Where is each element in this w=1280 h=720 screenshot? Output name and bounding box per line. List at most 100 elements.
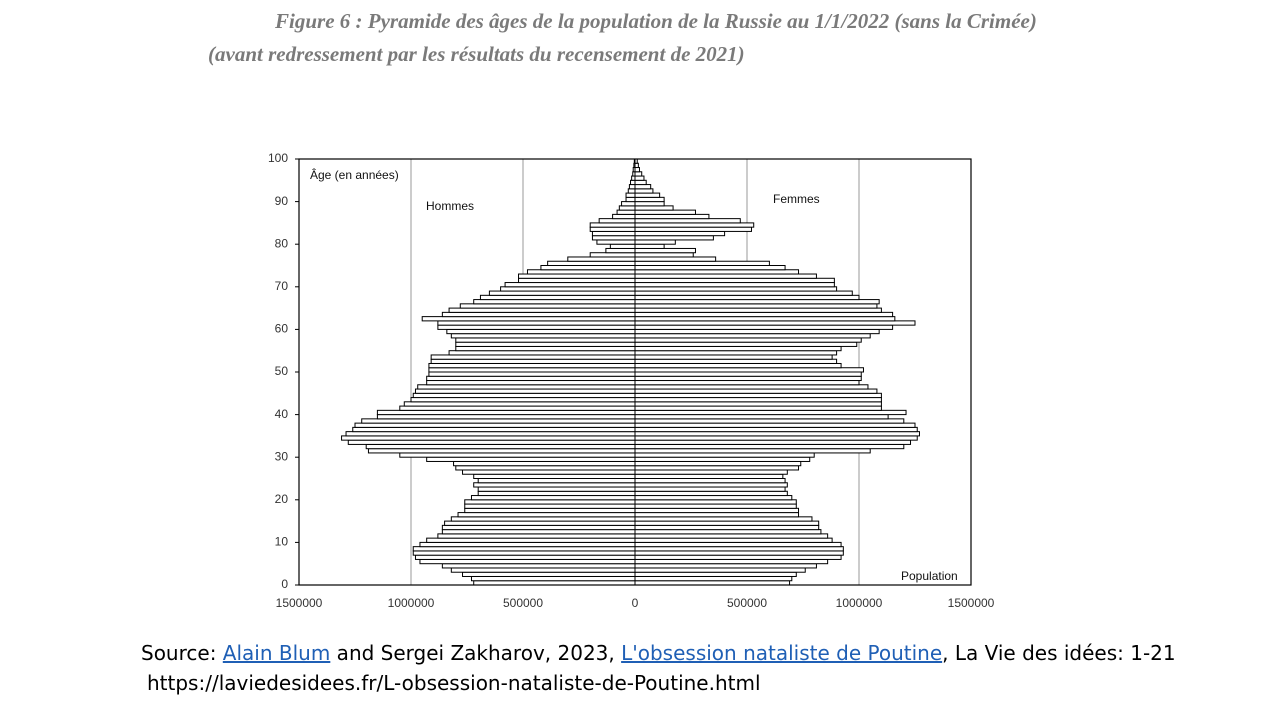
bar xyxy=(634,226,752,232)
bar xyxy=(634,269,800,275)
bar xyxy=(464,499,636,505)
bar xyxy=(540,265,636,271)
x-tick-label: 1500000 xyxy=(276,596,323,610)
bar xyxy=(488,290,636,296)
bar xyxy=(634,418,905,424)
bar xyxy=(470,495,636,501)
bar xyxy=(596,239,636,245)
bar xyxy=(410,397,636,403)
y-tick-label: 60 xyxy=(275,322,289,336)
bar xyxy=(428,371,636,377)
bar xyxy=(473,299,636,305)
bar xyxy=(634,179,647,186)
bar xyxy=(567,256,636,262)
bar xyxy=(634,529,822,535)
bar xyxy=(448,350,636,356)
bar xyxy=(634,362,842,369)
bar xyxy=(354,422,636,428)
bar xyxy=(634,469,788,475)
source-text: , La Vie des idées: 1-21 xyxy=(942,641,1176,665)
bar xyxy=(634,188,654,194)
bar xyxy=(403,401,636,407)
source-link[interactable]: Alain Blum xyxy=(222,641,331,665)
bar xyxy=(627,188,636,194)
bar xyxy=(634,443,905,450)
bar xyxy=(634,252,694,258)
y-tick-label: 30 xyxy=(275,449,289,463)
bar xyxy=(455,345,636,352)
bar xyxy=(634,422,916,428)
bar xyxy=(399,452,636,458)
bar xyxy=(634,448,871,454)
bar xyxy=(609,243,636,249)
bar xyxy=(459,303,636,309)
bar xyxy=(518,277,636,284)
bar xyxy=(634,460,802,467)
bar xyxy=(634,213,710,220)
bar xyxy=(634,307,882,313)
bar xyxy=(634,159,637,160)
chart-subtitle: (avant redressement par les résultats du… xyxy=(208,42,745,66)
bar xyxy=(479,294,636,301)
bar xyxy=(412,546,636,552)
bar xyxy=(634,392,882,399)
y-tick-label: 100 xyxy=(268,151,288,165)
bar xyxy=(634,465,800,471)
bar xyxy=(634,550,844,556)
bar xyxy=(634,482,788,488)
bar xyxy=(437,324,636,330)
bar xyxy=(634,205,674,211)
bar xyxy=(341,435,636,441)
labels: 1500000 1000000 500000 0 500000 1000000 150000… xyxy=(268,151,995,610)
bar xyxy=(591,235,636,241)
bar xyxy=(634,486,786,492)
source-text: and Sergei Zakharov, 2023, xyxy=(330,641,622,665)
y-tick-label: 10 xyxy=(275,535,289,549)
x-tick-label: 500000 xyxy=(727,596,767,610)
bar xyxy=(634,333,871,339)
bar xyxy=(634,478,786,484)
bar xyxy=(634,311,894,318)
bar xyxy=(455,341,636,347)
bar xyxy=(473,473,636,479)
bar xyxy=(345,431,636,437)
bar xyxy=(634,388,878,394)
bar xyxy=(462,469,636,475)
bar xyxy=(419,541,636,548)
bars xyxy=(341,159,920,585)
bar xyxy=(446,328,636,335)
bar xyxy=(376,414,636,420)
bar xyxy=(634,435,918,441)
bar xyxy=(464,507,636,514)
bar xyxy=(634,201,665,207)
bar xyxy=(634,533,829,539)
bar xyxy=(634,495,793,501)
bar xyxy=(634,230,726,237)
bar xyxy=(347,439,636,445)
bar xyxy=(634,546,844,552)
bar xyxy=(634,196,665,203)
bar xyxy=(450,333,636,339)
y-tick-label: 50 xyxy=(275,364,289,378)
bar xyxy=(634,575,793,582)
bar xyxy=(634,162,639,169)
bar xyxy=(634,503,797,509)
bar xyxy=(634,524,820,531)
bar xyxy=(634,239,676,245)
bar xyxy=(352,426,636,433)
chart-title: Figure 6 : Pyramide des âges de la popul… xyxy=(274,9,1037,33)
bar xyxy=(634,431,920,437)
bar xyxy=(473,580,636,585)
bar xyxy=(634,456,811,462)
source-link[interactable]: L'obsession nataliste de Poutine xyxy=(621,641,943,665)
bar xyxy=(634,537,833,543)
bar xyxy=(634,571,797,577)
bar xyxy=(428,362,636,369)
bar xyxy=(412,550,636,556)
bar xyxy=(430,354,636,360)
bar xyxy=(421,316,636,322)
bar xyxy=(625,196,636,203)
bar xyxy=(634,290,853,296)
bar xyxy=(428,367,636,373)
bar xyxy=(618,205,636,211)
